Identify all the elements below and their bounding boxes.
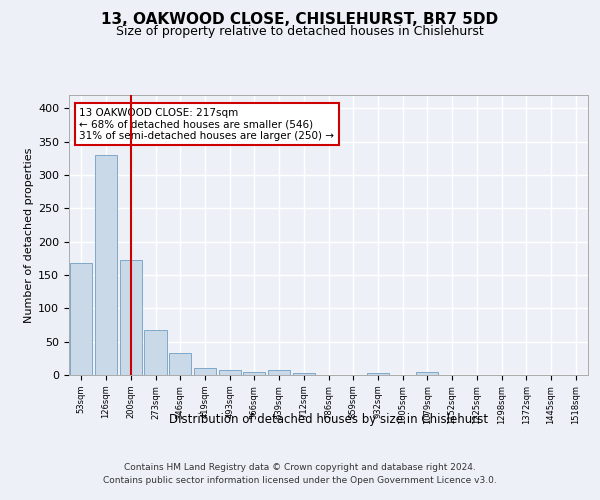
Bar	[194, 368, 216, 375]
Bar	[218, 370, 241, 375]
Text: Size of property relative to detached houses in Chislehurst: Size of property relative to detached ho…	[116, 25, 484, 38]
Bar	[416, 372, 439, 375]
Text: Contains HM Land Registry data © Crown copyright and database right 2024.: Contains HM Land Registry data © Crown c…	[124, 462, 476, 471]
Text: 13, OAKWOOD CLOSE, CHISLEHURST, BR7 5DD: 13, OAKWOOD CLOSE, CHISLEHURST, BR7 5DD	[101, 12, 499, 28]
Bar	[145, 330, 167, 375]
Bar	[70, 263, 92, 375]
Text: Distribution of detached houses by size in Chislehurst: Distribution of detached houses by size …	[169, 412, 488, 426]
Y-axis label: Number of detached properties: Number of detached properties	[24, 148, 34, 322]
Bar	[243, 372, 265, 375]
Bar	[169, 353, 191, 375]
Bar	[367, 373, 389, 375]
Bar	[95, 155, 117, 375]
Text: Contains public sector information licensed under the Open Government Licence v3: Contains public sector information licen…	[103, 476, 497, 485]
Bar	[268, 370, 290, 375]
Text: 13 OAKWOOD CLOSE: 217sqm
← 68% of detached houses are smaller (546)
31% of semi-: 13 OAKWOOD CLOSE: 217sqm ← 68% of detach…	[79, 108, 334, 141]
Bar	[293, 373, 315, 375]
Bar	[119, 260, 142, 375]
